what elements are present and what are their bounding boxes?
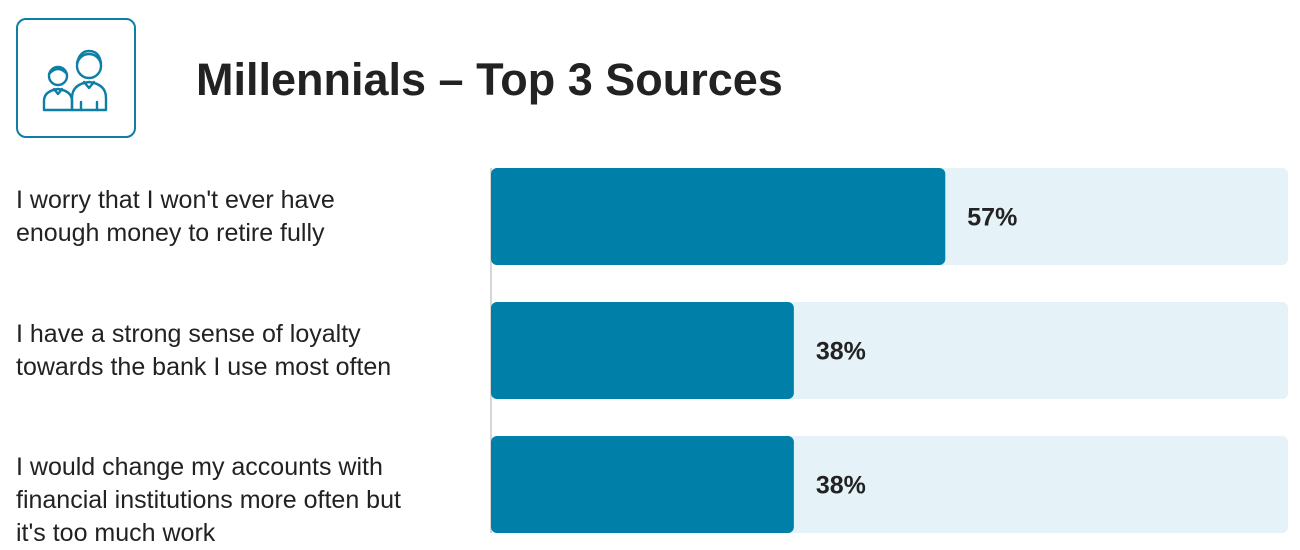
- chart-title: Millennials – Top 3 Sources: [196, 54, 783, 105]
- bar-value-label: 38%: [816, 472, 866, 500]
- category-label-line: towards the bank I use most often: [16, 352, 392, 381]
- category-label-line: I worry that I won't ever have: [16, 185, 335, 214]
- two-people-icon: [42, 49, 108, 112]
- category-label: I worry that I won't ever have enough mon…: [16, 184, 476, 250]
- bar: [491, 436, 794, 533]
- bar-value-label: 38%: [816, 338, 866, 366]
- category-label-line: I would change my accounts with: [16, 453, 383, 481]
- category-label-line: enough money to retire fully: [16, 218, 325, 247]
- category-label-line: I have a strong sense of loyalty: [16, 319, 361, 348]
- audience-icon-box: [16, 18, 136, 138]
- bar: [491, 302, 794, 399]
- bar-value-label: 57%: [967, 204, 1017, 232]
- bar: [491, 168, 946, 265]
- category-label: I would change my accounts with financial…: [16, 451, 476, 550]
- category-label-line: financial institutions more often but: [16, 486, 401, 514]
- category-label: I have a strong sense of loyalty towards …: [16, 318, 476, 384]
